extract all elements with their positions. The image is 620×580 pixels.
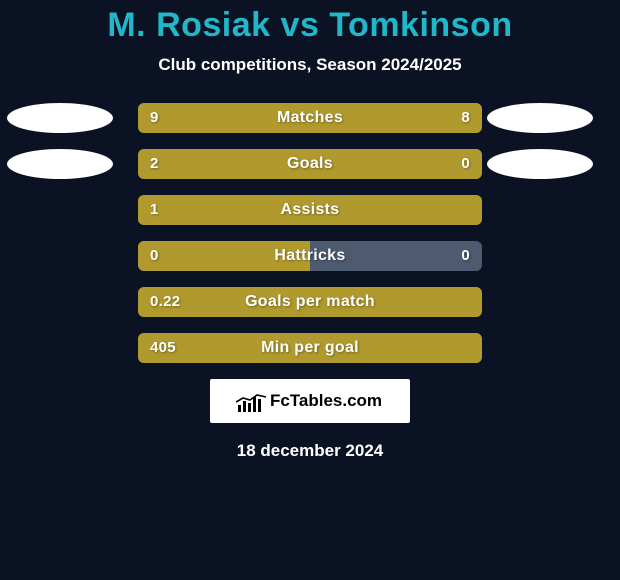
stat-label: Hattricks — [138, 241, 482, 271]
stat-row: 98Matches — [138, 103, 482, 133]
player2-name: Tomkinson — [329, 6, 512, 44]
stat-row: 00Hattricks — [138, 241, 482, 271]
subtitle: Club competitions, Season 2024/2025 — [0, 55, 620, 75]
page-title: M. Rosiak vs Tomkinson — [0, 0, 620, 45]
comparison-body: 98Matches 20Goals 1Assists 00Hattricks 0.22G… — [0, 103, 620, 461]
club-crest-right — [487, 149, 593, 179]
comparison-card: M. Rosiak vs Tomkinson Club competitions… — [0, 0, 620, 580]
snapshot-date: 18 december 2024 — [0, 441, 620, 461]
player1-name: M. Rosiak — [107, 6, 270, 44]
chart-icon — [238, 390, 264, 412]
stat-label: Matches — [138, 103, 482, 133]
stat-row: 20Goals — [138, 149, 482, 179]
club-crest-left — [7, 149, 113, 179]
stat-row: 0.22Goals per match — [138, 287, 482, 317]
vs-separator: vs — [281, 6, 320, 44]
fctables-logo: FcTables.com — [210, 379, 410, 423]
club-crest-right — [487, 103, 593, 133]
club-crest-left — [7, 103, 113, 133]
stats-rows: 98Matches 20Goals 1Assists 00Hattricks 0.22G… — [138, 103, 482, 363]
stat-label: Goals — [138, 149, 482, 179]
stat-row: 405Min per goal — [138, 333, 482, 363]
stat-label: Min per goal — [138, 333, 482, 363]
stat-label: Goals per match — [138, 287, 482, 317]
stat-label: Assists — [138, 195, 482, 225]
logo-text: FcTables.com — [270, 391, 382, 411]
stat-row: 1Assists — [138, 195, 482, 225]
